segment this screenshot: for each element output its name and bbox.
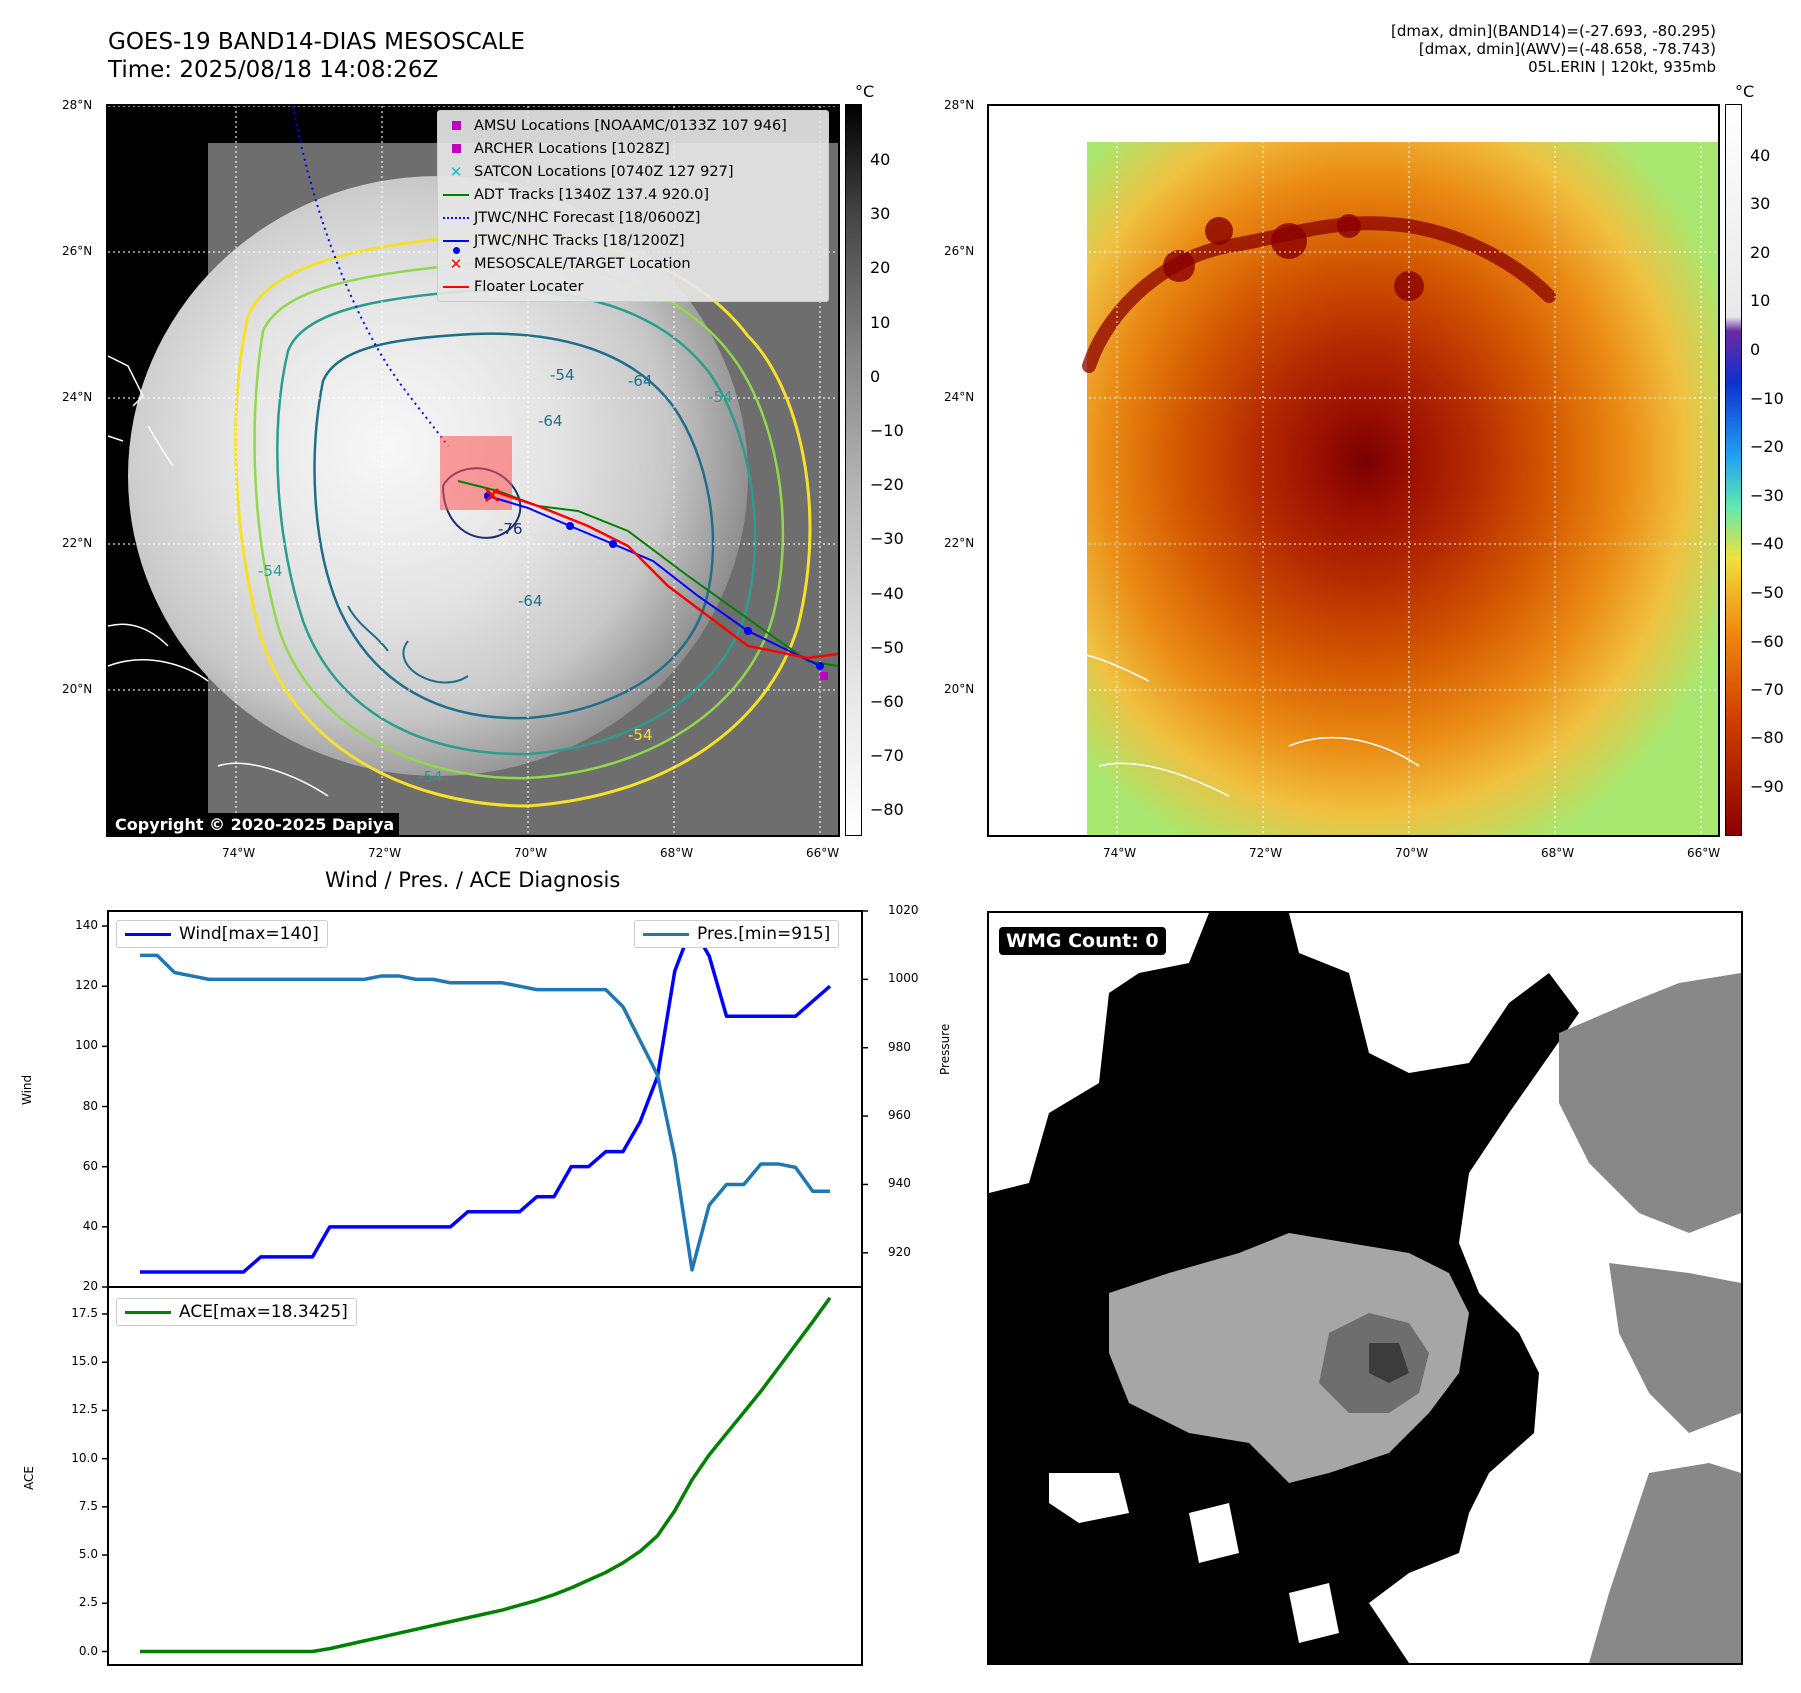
wind-legend-swatch — [125, 932, 171, 936]
color-ir-image — [989, 106, 1718, 835]
ace-tick-label: 5.0 — [78, 1547, 98, 1562]
wind-tick-label: 20 — [82, 1279, 98, 1293]
legend-item-target: ✕ MESOSCALE/TARGET Location — [449, 254, 691, 273]
pressure-legend-swatch — [643, 932, 689, 936]
lon-label: 74°W — [222, 846, 256, 860]
mesoscale-box — [440, 436, 512, 510]
ace-legend: ACE[max=18.3425] — [116, 1298, 357, 1326]
lat-label: 28°N — [944, 98, 975, 112]
info-line-2: [dmax, dmin](AWV)=(-48.658, -78.743) — [1418, 40, 1716, 58]
wind-axis-label: Wind — [20, 1074, 34, 1105]
ace-tick-label: 17.5 — [71, 1306, 98, 1320]
lat-label: 28°N — [62, 98, 93, 112]
pressure-tick-label: 960 — [888, 1108, 911, 1123]
ace-series-line — [140, 1296, 832, 1654]
wmg-count-badge: WMG Count: 0 — [999, 927, 1166, 955]
legend-item-satcon: ✕ SATCON Locations [0740Z 127 927] — [449, 162, 734, 181]
lon-label: 72°W — [1249, 846, 1283, 860]
color-enhanced-map — [987, 104, 1720, 837]
color-colorbar-unit: °C — [1735, 82, 1755, 101]
contour-label: -54 — [418, 768, 443, 786]
pressure-tick-label: 980 — [888, 1039, 911, 1054]
legend-item-floater: Floater Locater — [438, 275, 828, 298]
title-line-2: Time: 2025/08/18 14:08:26Z — [108, 57, 439, 83]
pressure-series-line — [140, 953, 830, 1272]
pressure-tick-label: 1020 — [888, 903, 919, 917]
wind-tick-label: 40 — [82, 1218, 98, 1233]
grayscale-ir-map: -54 -64 -54 -64 -76 -54 -64 -54 -54 AMSU… — [106, 104, 840, 837]
ace-legend-swatch — [125, 1310, 171, 1314]
lat-label: 26°N — [944, 244, 975, 258]
legend-item-forecast: JTWC/NHC Forecast [18/0600Z] — [438, 206, 828, 229]
wind-series-line — [140, 924, 832, 1274]
wmg-image — [989, 913, 1741, 1663]
pressure-tick-label: 1000 — [888, 971, 919, 986]
wind-tick-label: 120 — [75, 978, 98, 993]
lon-label: 70°W — [514, 846, 548, 860]
ace-tick-label: 10.0 — [71, 1450, 98, 1465]
lat-label: 26°N — [62, 244, 93, 258]
lat-label: 20°N — [944, 682, 975, 696]
wind-legend: Wind[max=140] — [116, 920, 328, 948]
ace-tick-label: 15.0 — [71, 1354, 98, 1369]
pressure-tick-label: 940 — [888, 1176, 911, 1191]
wind-tick-label: 80 — [82, 1098, 98, 1113]
pressure-tick-label: 920 — [888, 1244, 911, 1259]
contour-label: -54 — [258, 562, 283, 580]
contour-label: -64 — [518, 592, 543, 610]
page-title: GOES-19 BAND14-DIAS MESOSCALE Time: 2025… — [108, 28, 525, 84]
info-line-3: 05L.ERIN | 120kt, 935mb — [1528, 58, 1716, 76]
contour-label: -54 — [628, 726, 653, 744]
color-colorbar — [1725, 104, 1742, 836]
lat-label: 20°N — [62, 682, 93, 696]
diagnosis-title: Wind / Pres. / ACE Diagnosis — [325, 868, 621, 892]
wind-tick-label: 60 — [82, 1158, 98, 1173]
lon-label: 70°W — [1395, 846, 1429, 860]
wmg-panel: WMG Count: 0 — [987, 911, 1743, 1665]
legend-item-amsu: AMSU Locations [NOAAMC/0133Z 107 946] — [438, 114, 828, 137]
wind-tick-label: 140 — [75, 918, 98, 933]
contour-label: -54 — [708, 388, 733, 406]
legend-item-tracks: JTWC/NHC Tracks [18/1200Z] — [438, 229, 828, 254]
contour-label: -64 — [628, 372, 653, 390]
lon-label: 68°W — [660, 846, 694, 860]
lat-label: 24°N — [944, 390, 975, 404]
lon-label: 66°W — [1687, 846, 1721, 860]
lon-label: 74°W — [1103, 846, 1137, 860]
title-line-1: GOES-19 BAND14-DIAS MESOSCALE — [108, 29, 525, 55]
contour-label: -54 — [550, 366, 575, 384]
ace-tick-label: 7.5 — [78, 1498, 98, 1513]
ace-axes — [107, 1286, 863, 1666]
wind-tick-label: 100 — [75, 1038, 98, 1053]
gray-colorbar — [845, 104, 862, 836]
pressure-axis-label: Pressure — [938, 1023, 952, 1075]
lat-label: 22°N — [62, 536, 93, 550]
map-legend: AMSU Locations [NOAAMC/0133Z 107 946] AR… — [437, 110, 829, 302]
gray-colorbar-unit: °C — [855, 82, 875, 101]
pressure-legend: Pres.[min=915] — [634, 920, 840, 948]
info-line-1: [dmax, dmin](BAND14)=(-27.693, -80.295) — [1391, 22, 1716, 40]
storm-info: [dmax, dmin](BAND14)=(-27.693, -80.295) … — [1391, 22, 1716, 76]
legend-item-adt: ADT Tracks [1340Z 137.4 920.0] — [438, 183, 828, 206]
contour-label: -76 — [498, 520, 523, 538]
lon-label: 72°W — [368, 846, 402, 860]
lon-label: 66°W — [806, 846, 840, 860]
contour-label: -64 — [538, 412, 563, 430]
ace-tick-label: 2.5 — [78, 1595, 98, 1610]
lat-label: 22°N — [944, 536, 975, 550]
ace-axis-label: ACE — [22, 1466, 36, 1490]
ace-tick-label: 0.0 — [78, 1643, 98, 1658]
legend-item-archer: ARCHER Locations [1028Z] — [438, 137, 828, 160]
copyright-notice: Copyright © 2020-2025 Dapiya — [110, 813, 400, 835]
wind-pressure-axes — [107, 910, 863, 1288]
ace-tick-label: 12.5 — [71, 1402, 98, 1417]
lat-label: 24°N — [62, 390, 93, 404]
lon-label: 68°W — [1541, 846, 1575, 860]
